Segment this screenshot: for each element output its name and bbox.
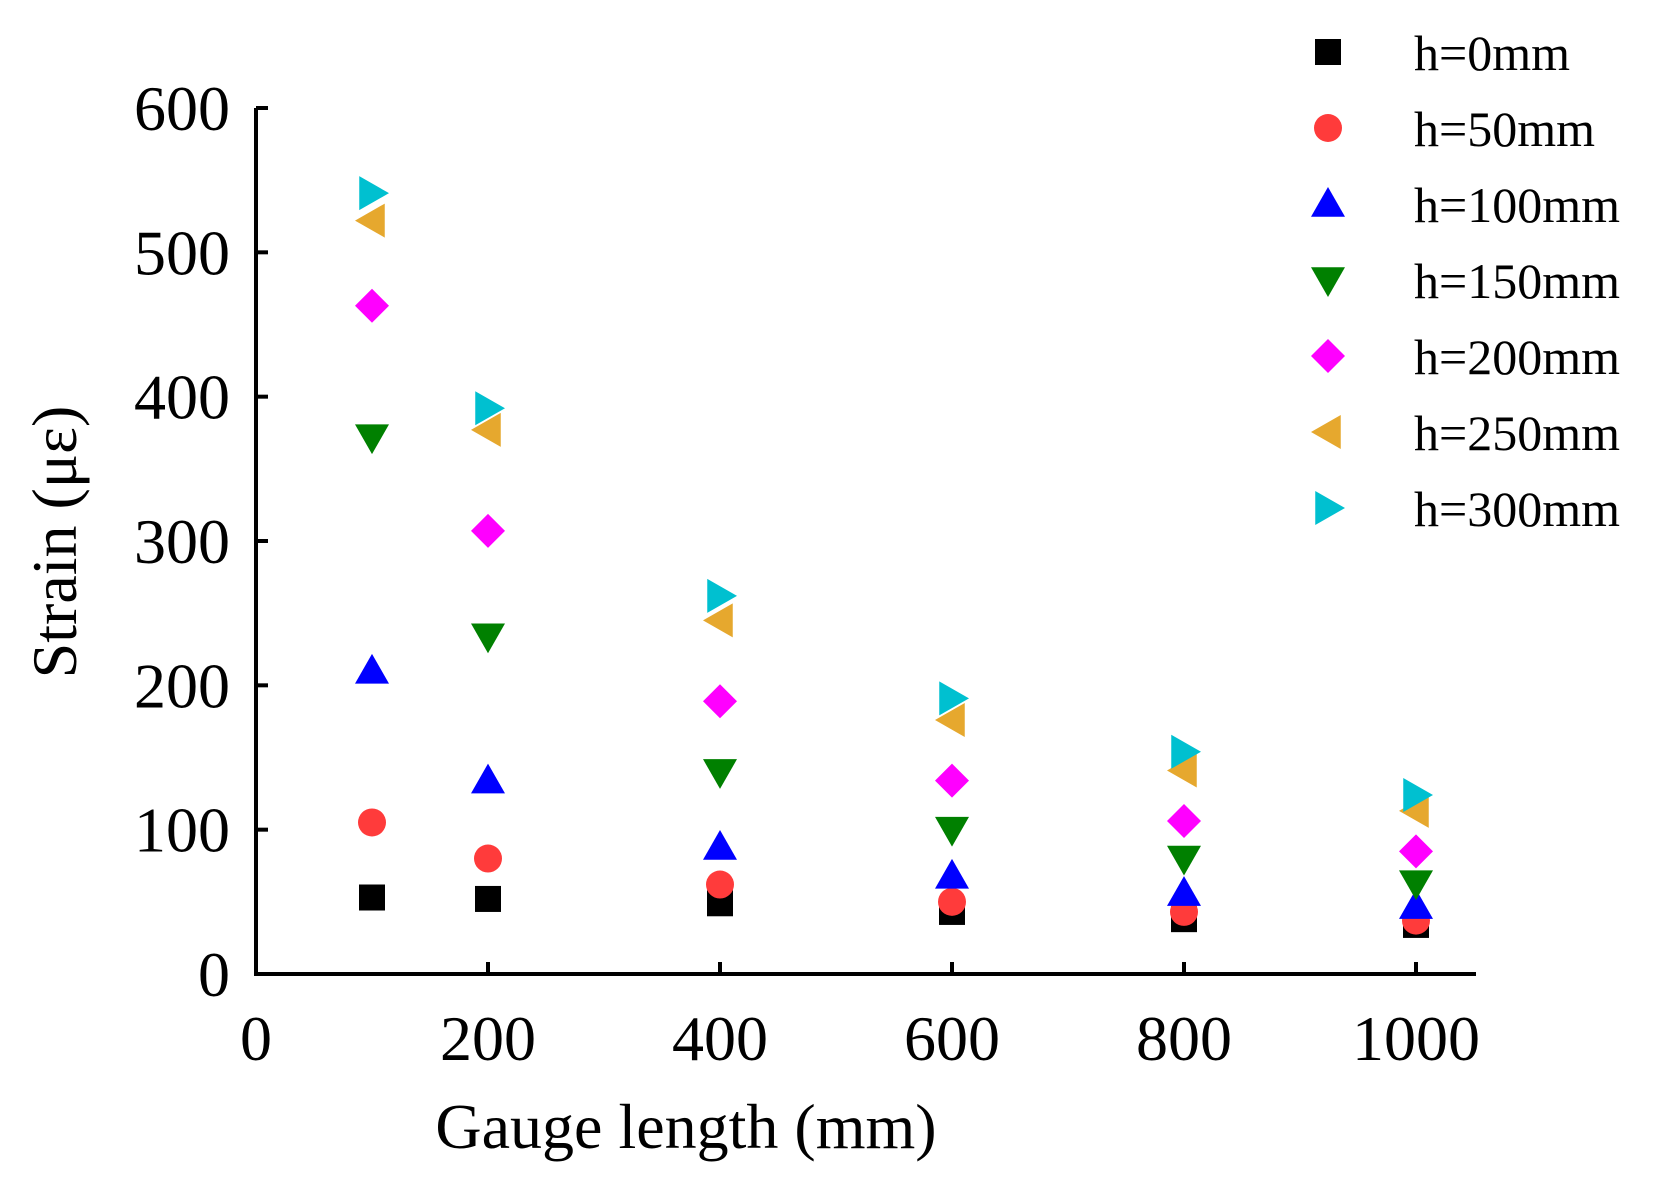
legend-marker — [1311, 415, 1341, 449]
legend: h=0mm h=50mm h=100mm h=150mm h=200mm h=250mm h… — [1311, 25, 1620, 537]
data-point — [703, 829, 737, 860]
x-tick-label: 600 — [904, 1003, 1000, 1074]
data-point — [935, 763, 969, 798]
data-point — [355, 203, 385, 238]
x-tick-label: 800 — [1136, 1003, 1232, 1074]
data-point — [1399, 793, 1429, 828]
data-point — [355, 288, 389, 323]
x-axis-title: Gauge length (mm) — [435, 1091, 936, 1162]
legend-label: h=150mm — [1414, 253, 1620, 309]
legend-item: h=0mm — [1315, 25, 1570, 81]
data-point — [359, 176, 389, 211]
data-point — [358, 808, 386, 837]
legend-marker — [1315, 39, 1341, 65]
data-point — [475, 885, 501, 912]
y-axis-title: Strain (με) — [19, 406, 90, 679]
series-h=150mm — [355, 424, 1433, 901]
legend-label: h=0mm — [1414, 25, 1570, 81]
x-tick-label: 0 — [240, 1003, 272, 1074]
data-point — [475, 391, 505, 426]
data-point — [1167, 753, 1197, 788]
y-tick-label: 400 — [134, 362, 230, 433]
y-tick-label: 600 — [134, 73, 230, 144]
data-point — [1399, 870, 1433, 901]
y-tick-label: 0 — [198, 939, 230, 1010]
y-tick-label: 200 — [134, 650, 230, 721]
series-h=300mm — [359, 176, 1433, 813]
legend-label: h=50mm — [1414, 101, 1595, 157]
data-point — [703, 759, 737, 789]
data-point — [1167, 804, 1201, 839]
data-point — [355, 424, 389, 455]
data-point — [939, 681, 969, 716]
data-point — [935, 816, 969, 847]
ticks — [254, 106, 1418, 976]
legend-item: h=200mm — [1311, 329, 1620, 385]
y-tick-label: 300 — [134, 506, 230, 577]
data-point — [471, 513, 505, 548]
legend-marker — [1315, 491, 1345, 525]
legend-label: h=250mm — [1414, 405, 1620, 461]
legend-label: h=200mm — [1414, 329, 1620, 385]
data-point — [1167, 845, 1201, 876]
data-point — [1403, 778, 1433, 813]
legend-marker — [1311, 339, 1345, 373]
series-h=200mm — [355, 288, 1433, 869]
data-point — [471, 412, 501, 447]
data-point — [707, 578, 737, 613]
data-point — [359, 884, 385, 911]
data-points — [355, 176, 1433, 938]
legend-item: h=300mm — [1315, 481, 1620, 537]
data-point — [938, 887, 966, 916]
data-point — [471, 763, 505, 794]
axes — [254, 108, 1476, 976]
legend-item: h=100mm — [1311, 177, 1620, 233]
y-tick-label: 100 — [134, 795, 230, 866]
data-point — [1171, 734, 1201, 769]
legend-marker — [1311, 187, 1345, 217]
data-point — [703, 684, 737, 719]
data-point — [355, 653, 389, 684]
data-point — [706, 870, 734, 899]
legend-item: h=50mm — [1314, 101, 1595, 157]
data-point — [1167, 876, 1201, 906]
series-h=250mm — [355, 203, 1429, 828]
data-point — [1399, 889, 1433, 919]
legend-marker — [1314, 114, 1342, 142]
legend-marker — [1311, 267, 1345, 297]
y-tick-label: 500 — [134, 217, 230, 288]
tick-labels: 0 200 400 600 800 1000 0 100 200 300 400 500 600 — [134, 73, 1480, 1074]
legend-item: h=150mm — [1311, 253, 1620, 309]
series-h=50mm — [358, 808, 1430, 935]
data-point — [703, 603, 733, 638]
series-h=100mm — [355, 653, 1433, 919]
data-point — [1399, 834, 1433, 869]
data-point — [471, 623, 505, 654]
x-tick-label: 1000 — [1352, 1003, 1480, 1074]
data-point — [935, 702, 965, 737]
legend-label: h=100mm — [1414, 177, 1620, 233]
x-tick-label: 200 — [440, 1003, 536, 1074]
x-tick-label: 400 — [672, 1003, 768, 1074]
legend-item: h=250mm — [1311, 405, 1620, 461]
series-h=0mm — [359, 884, 1429, 938]
data-point — [935, 858, 969, 889]
legend-label: h=300mm — [1414, 481, 1620, 537]
data-point — [474, 844, 502, 873]
